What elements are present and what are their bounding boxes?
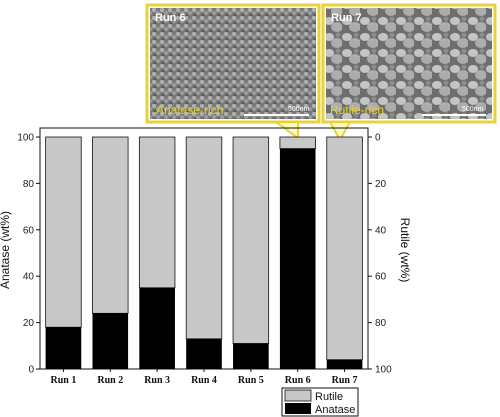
micrograph-run6-scale: 500nm [288, 106, 310, 113]
micrograph-run7-image [326, 8, 492, 119]
micrograph-run7-frame [321, 3, 497, 124]
legend: Rutile Anatase [281, 387, 359, 417]
category-labels: Run 1 Run 2 Run 3 Run 4 Run 5 Run 6 Run 7 [50, 369, 358, 386]
right-tick-label: 20 [375, 179, 387, 190]
left-tick-label: 0 [28, 365, 34, 376]
left-tick-label: 60 [23, 225, 35, 236]
category-label: Run 7 [332, 375, 358, 386]
bar-rutile-2 [92, 136, 129, 314]
right-tick-label: 40 [375, 225, 387, 236]
category-label: Run 4 [191, 375, 217, 386]
micrograph-run6: Run 6 Anatase-rich 500nm [145, 3, 321, 140]
right-tick-label: 0 [375, 133, 381, 144]
bar-rutile-6 [279, 136, 316, 150]
micrograph-run6-pointer [272, 121, 299, 140]
category-label: Run 5 [238, 375, 264, 386]
category-label: Run 1 [50, 375, 76, 386]
left-axis-ticks: 0 20 40 60 80 100 [17, 133, 40, 376]
bar-anatase-2 [92, 313, 129, 369]
bar-rutile-4 [185, 136, 223, 340]
left-axis-title: Anatase (wt%) [0, 211, 12, 289]
bar-rutile-3 [138, 136, 176, 289]
micrograph-run6-frame [145, 3, 321, 124]
bars-layer [45, 136, 363, 369]
left-tick-label: 40 [23, 272, 35, 283]
bar-anatase-4 [186, 338, 222, 369]
bar-anatase-7 [326, 359, 363, 369]
micrograph-run7-pointer [328, 121, 352, 143]
category-label: Run 6 [285, 375, 311, 386]
right-axis-title: Rutile (wt%) [398, 218, 412, 283]
micrograph-run7-scale: 500nm [462, 106, 484, 113]
bar-rutile-5 [232, 136, 270, 344]
right-tick-label: 80 [375, 318, 387, 329]
right-tick-label: 100 [375, 365, 392, 376]
bar-anatase-6 [279, 148, 316, 369]
left-tick-label: 100 [17, 133, 34, 144]
bar-anatase-3 [139, 287, 175, 369]
legend-label-rutile: Rutile [315, 391, 343, 403]
legend-swatch-anatase [285, 403, 311, 414]
right-tick-label: 60 [375, 272, 387, 283]
bar-rutile-1 [45, 136, 82, 328]
micrograph-run7-note: Rutile-rich [330, 103, 384, 117]
bar-rutile-7 [326, 136, 363, 361]
micrograph-run6-image [150, 8, 316, 119]
bar-anatase-1 [45, 327, 82, 369]
micrograph-run6-title: Run 6 [155, 12, 186, 24]
category-label: Run 3 [144, 375, 170, 386]
bar-anatase-5 [233, 343, 269, 369]
category-label: Run 2 [97, 375, 123, 386]
left-tick-label: 20 [23, 318, 35, 329]
micrograph-run7-title: Run 7 [331, 12, 362, 24]
micrograph-run7: Run 7 Rutile-rich 500nm [321, 3, 497, 143]
micrograph-run6-note: Anatase-rich [156, 103, 223, 117]
legend-label-anatase: Anatase [315, 404, 355, 416]
legend-swatch-rutile [284, 389, 312, 402]
left-tick-label: 80 [23, 179, 35, 190]
right-axis-ticks: 0 20 40 60 80 100 [368, 133, 392, 376]
